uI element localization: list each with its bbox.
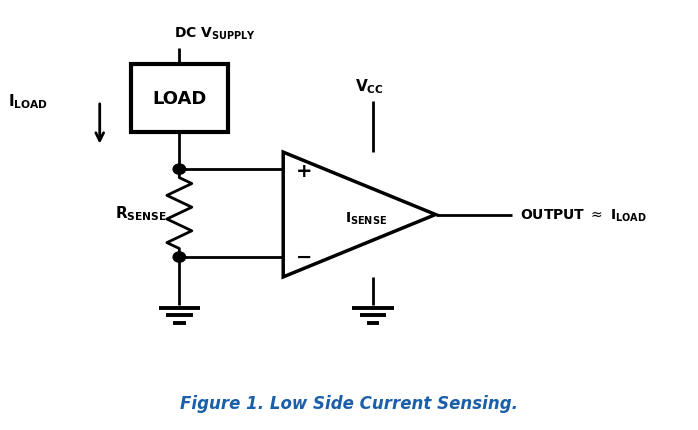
Text: LOAD: LOAD bbox=[152, 90, 207, 108]
Text: I$_{\mathbf{LOAD}}$: I$_{\mathbf{LOAD}}$ bbox=[8, 92, 49, 111]
Text: OUTPUT $\approx$ I$_{\mathbf{LOAD}}$: OUTPUT $\approx$ I$_{\mathbf{LOAD}}$ bbox=[520, 207, 647, 223]
Text: −: − bbox=[296, 247, 312, 266]
Text: Figure 1. Low Side Current Sensing.: Figure 1. Low Side Current Sensing. bbox=[180, 394, 518, 412]
Text: V$_{\mathbf{CC}}$: V$_{\mathbf{CC}}$ bbox=[355, 77, 384, 95]
Circle shape bbox=[173, 165, 186, 175]
Text: R$_{\mathbf{SENSE}}$: R$_{\mathbf{SENSE}}$ bbox=[115, 204, 167, 223]
Text: +: + bbox=[296, 161, 312, 180]
Bar bbox=[131, 65, 228, 133]
Text: I$_{\mathbf{SENSE}}$: I$_{\mathbf{SENSE}}$ bbox=[346, 210, 387, 226]
Text: DC V$_{\mathbf{SUPPLY}}$: DC V$_{\mathbf{SUPPLY}}$ bbox=[174, 26, 255, 42]
Circle shape bbox=[173, 252, 186, 263]
